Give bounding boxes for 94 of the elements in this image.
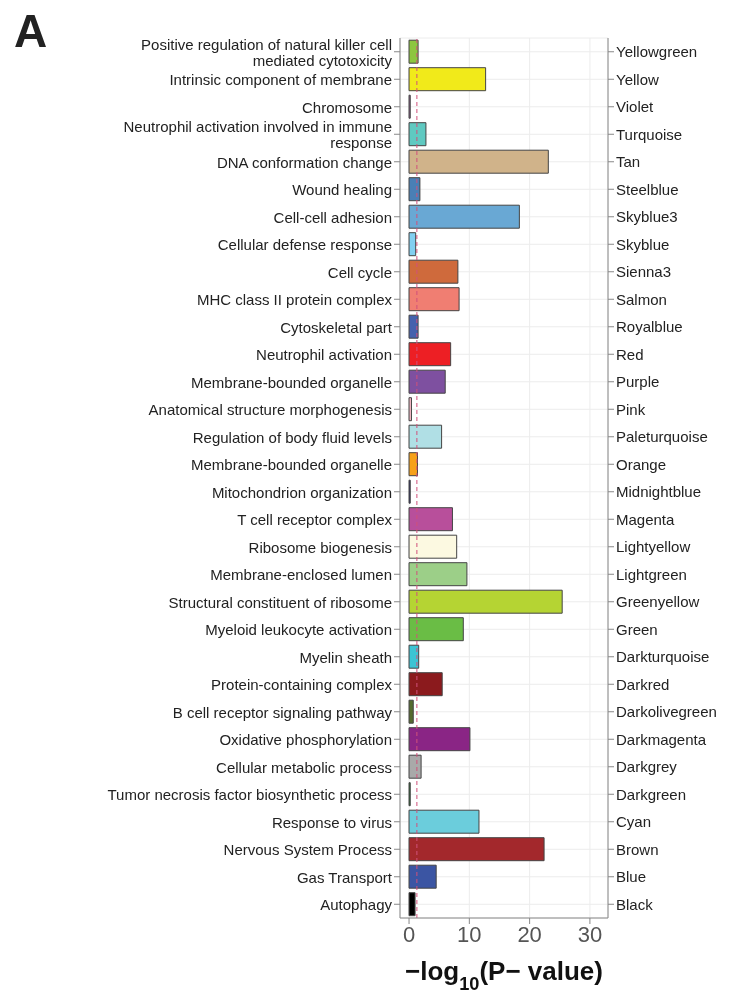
y-tick-label: Wound healing	[292, 180, 392, 198]
y2-tick-label: Paleturquoise	[616, 428, 708, 446]
y-tick-label: Regulation of body fluid levels	[192, 428, 392, 446]
y2-tick-label: Magenta	[616, 510, 676, 528]
y2-tick-label: Yellowgreen	[616, 43, 698, 61]
bar	[408, 259, 459, 284]
y-tick-label: Cellular metabolic process	[216, 758, 392, 776]
y-tick-label: Protein-containing complex	[211, 675, 393, 693]
y2-tick-label: Green	[616, 620, 658, 638]
y-tick-label: Chromosome	[301, 98, 392, 116]
y-tick-label: DNA conformation change	[216, 153, 392, 171]
bar	[408, 727, 471, 752]
bar	[408, 149, 549, 174]
y2-tick-label: Red	[616, 345, 644, 363]
y2-tick-label: Brown	[616, 840, 659, 858]
bar	[408, 122, 427, 147]
y2-tick-label: Lightgreen	[616, 565, 687, 583]
y2-tick-label: Salmon	[616, 290, 667, 308]
y2-tick-label: Darkgreen	[616, 785, 687, 803]
bar	[408, 672, 443, 697]
y2-tick-label: Orange	[616, 455, 667, 473]
y2-tick-label: Lightyellow	[616, 538, 691, 556]
y-tick-label: Membrane-bounded organelle	[191, 455, 392, 473]
y2-tick-label: Greenyellow	[616, 593, 700, 611]
y-tick-label: Membrane-enclosed lumen	[210, 565, 392, 583]
y2-tick-label: Turquoise	[616, 125, 683, 143]
bar	[408, 562, 468, 587]
y2-tick-label: Tan	[616, 153, 641, 171]
y2-tick-label: Purple	[616, 373, 660, 391]
bar	[408, 507, 453, 532]
bar	[408, 617, 464, 642]
y-tick-label: Cellular defense response	[217, 235, 392, 253]
bar	[408, 67, 487, 92]
y2-tick-label: Darkolivegreen	[616, 703, 717, 721]
y2-tick-label: Pink	[616, 400, 646, 418]
bar	[408, 589, 563, 614]
bar	[408, 397, 412, 422]
y2-tick-label: Yellow	[616, 70, 659, 88]
y2-tick-label: Cyan	[616, 813, 652, 831]
y2-tick-label: Midnightblue	[616, 483, 702, 501]
text: A	[14, 4, 48, 58]
bar	[408, 754, 422, 779]
y2-tick-label: Darkred	[616, 675, 670, 693]
y-tick-label: Myelin sheath	[299, 648, 392, 666]
y-tick-label: MHC class II protein complex	[196, 290, 393, 308]
bar	[408, 699, 414, 724]
y2-tick-label: Darkgrey	[616, 758, 678, 776]
x-tick-label: 0	[402, 921, 416, 947]
bar	[408, 864, 437, 889]
bar	[408, 534, 458, 559]
y2-tick-label: Royalblue	[616, 318, 683, 336]
y-tick-label: Myeloid leukocyte activation	[205, 620, 392, 638]
y-tick-label: Response to virus	[271, 813, 392, 831]
x-tick-label: 10	[457, 921, 482, 947]
y-tick-label: Gas Transport	[296, 868, 393, 886]
bar	[408, 232, 417, 257]
y-tick-label: Neutrophil activation	[256, 345, 392, 363]
bar	[408, 287, 460, 312]
y-tick-label: Intrinsic component of membrane	[169, 70, 392, 88]
y-tick-label: Ribosome biogenesis	[248, 538, 392, 556]
x-axis-title: −log$_{10}$(P− value)	[405, 956, 603, 994]
y-tick-label: B cell receptor signaling pathway	[172, 703, 393, 721]
y2-tick-label: Darkturquoise	[616, 648, 710, 666]
y-tick-label: Membrane-bounded organelle	[191, 373, 392, 391]
y2-tick-label: Blue	[616, 868, 647, 886]
y-tick-label: Oxidative phosphorylation	[219, 730, 392, 748]
y-tick-label: Tumor necrosis factor biosynthetic process	[107, 785, 392, 803]
y-tick-label: Cell cycle	[327, 263, 392, 281]
bar	[408, 204, 520, 229]
y2-tick-label: Black	[616, 895, 654, 913]
y-tick-label: Nervous System Process	[223, 840, 392, 858]
bar	[408, 369, 446, 394]
y-tick-label: Cytoskeletal part	[280, 318, 393, 336]
y-tick-label: Mitochondrion organization	[211, 483, 392, 501]
y2-tick-label: Skyblue	[616, 235, 670, 253]
bar	[408, 342, 452, 367]
y2-tick-label: Violet	[616, 98, 655, 116]
y2-tick-label: Sienna3	[616, 263, 672, 281]
bar	[408, 809, 480, 834]
bar	[408, 424, 443, 449]
bar	[408, 837, 545, 862]
y-tick-label: T cell receptor complex	[237, 510, 393, 528]
x-tick-label: 30	[577, 921, 603, 947]
y-tick-label: Positive regulation of natural killer cell mediated cytotoxicity	[141, 35, 393, 69]
y2-tick-label: Darkmagenta	[616, 730, 707, 748]
x-tick-label: 20	[517, 921, 542, 947]
y-tick-label: Neutrophil activation involved in immune response	[123, 117, 392, 151]
y-tick-label: Structural constituent of ribosome	[168, 593, 392, 611]
y-tick-label: Anatomical structure morphogenesis	[148, 400, 392, 418]
bar	[408, 892, 416, 917]
y-tick-label: Cell-cell adhesion	[273, 208, 392, 226]
y2-tick-label: Skyblue3	[616, 208, 678, 226]
y2-tick-label: Steelblue	[616, 180, 679, 198]
y-tick-label: Autophagy	[320, 895, 393, 913]
